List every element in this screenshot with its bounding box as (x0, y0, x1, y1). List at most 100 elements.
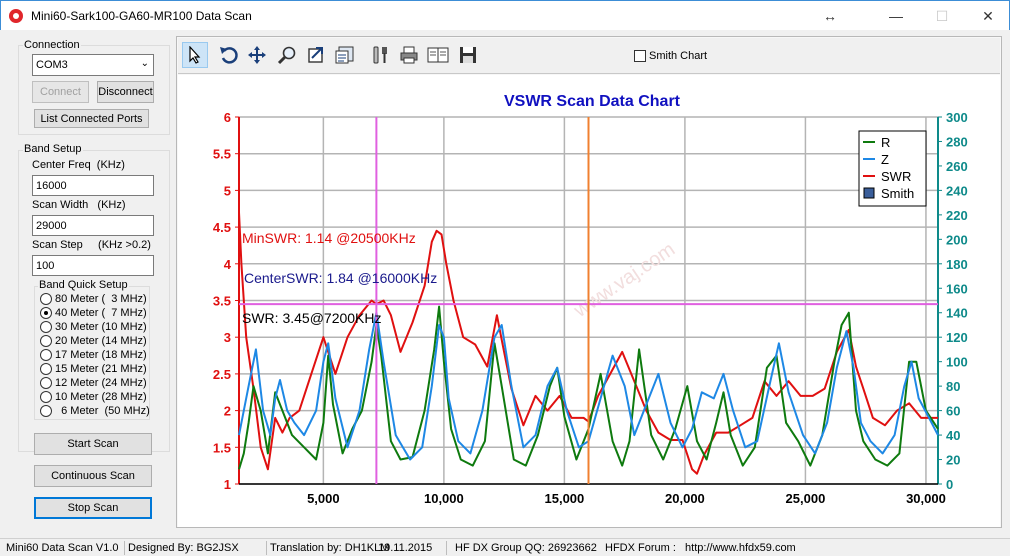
y-left-tick-label: 4.5 (213, 220, 231, 235)
tools-icon[interactable] (368, 42, 394, 68)
y-right-tick-label: 280 (946, 134, 968, 149)
y-left-tick-label: 5 (224, 183, 231, 198)
properties-icon[interactable] (332, 42, 358, 68)
y-right-tick-label: 160 (946, 281, 968, 296)
radio-button[interactable] (40, 321, 52, 333)
status-separator (124, 541, 125, 555)
band-setup-title: Band Setup (23, 143, 83, 155)
start-scan-button[interactable]: Start Scan (34, 433, 152, 455)
radio-button[interactable] (40, 405, 52, 417)
radio-button[interactable] (40, 307, 52, 319)
series-line-z (238, 311, 939, 461)
left-panel: Connection COM3 ⌄ Connect Disconnect Lis… (0, 30, 176, 538)
print-preview-icon[interactable] (425, 42, 451, 68)
band-radio[interactable]: 17 Meter (18 MHz) (40, 348, 147, 362)
x-tick-label: 20,000 (665, 491, 705, 506)
port-select[interactable]: COM3 ⌄ (32, 54, 154, 76)
y-right-tick-label: 60 (946, 404, 960, 419)
y-right-tick-label: 180 (946, 257, 968, 272)
export-icon[interactable] (303, 42, 329, 68)
legend-label: SWR (881, 169, 911, 184)
y-left-tick-label: 3.5 (213, 294, 231, 309)
y-left-tick-label: 2 (224, 404, 231, 419)
band-radio-label: 30 Meter (10 MHz) (55, 321, 147, 333)
pan-icon[interactable] (244, 42, 270, 68)
scan-step-input[interactable]: 100 (32, 255, 154, 276)
y-right-tick-label: 80 (946, 379, 960, 394)
pointer-icon[interactable] (182, 42, 208, 68)
band-radio-label: 10 Meter (28 MHz) (55, 391, 147, 403)
status-forum: HFDX Forum : http://www.hfdx59.com (605, 542, 796, 554)
band-radio[interactable]: 15 Meter (21 MHz) (40, 362, 147, 376)
connect-button[interactable]: Connect (32, 81, 89, 103)
radio-button[interactable] (40, 377, 52, 389)
zoom-icon[interactable] (274, 42, 300, 68)
connection-group-title: Connection (23, 39, 81, 51)
radio-button[interactable] (40, 391, 52, 403)
band-radio[interactable]: 12 Meter (24 MHz) (40, 376, 147, 390)
disconnect-button[interactable]: Disconnect (97, 81, 154, 103)
y-left-tick-label: 1 (224, 477, 231, 492)
band-radio[interactable]: 40 Meter ( 7 MHz) (40, 306, 147, 320)
minimize-button[interactable]: — (889, 8, 903, 24)
status-separator (446, 541, 447, 555)
center-freq-label: Center Freq (KHz) (32, 159, 125, 171)
radio-button[interactable] (40, 293, 52, 305)
radio-button[interactable] (40, 363, 52, 375)
band-radio-label: 15 Meter (21 MHz) (55, 363, 147, 375)
scan-width-input[interactable]: 29000 (32, 215, 154, 236)
smith-chart-checkbox[interactable]: Smith Chart (634, 50, 707, 62)
x-tick-label: 10,000 (424, 491, 464, 506)
status-designer: Designed By: BG2JSX (128, 542, 239, 554)
y-right-tick-label: 120 (946, 330, 968, 345)
chart-area: VSWR Scan Data Chart 1 1.5 2 2.5 3 3.5 4 4.5 5 5.5… (178, 75, 1000, 527)
y-left-tick-label: 2.5 (213, 367, 231, 382)
continuous-scan-button[interactable]: Continuous Scan (34, 465, 152, 487)
band-radio[interactable]: 6 Meter (50 MHz) (40, 404, 150, 418)
band-quick-title: Band Quick Setup (38, 279, 129, 291)
chevron-down-icon: ⌄ (140, 58, 149, 69)
save-icon[interactable] (455, 42, 481, 68)
min-swr-annotation: MinSWR: 1.14 @20500KHz (242, 230, 416, 246)
status-bar: Mini60 Data Scan V1.0 Designed By: BG2JS… (0, 538, 1010, 556)
x-tick-label: 5,000 (307, 491, 340, 506)
radio-button[interactable] (40, 349, 52, 361)
stop-scan-button[interactable]: Stop Scan (34, 497, 152, 519)
scan-step-label: Scan Step (KHz >0.2) (32, 239, 151, 251)
center-freq-input[interactable]: 16000 (32, 175, 154, 196)
y-right-tick-label: 100 (946, 355, 968, 370)
legend-label: R (881, 135, 890, 150)
y-left-tick-label: 5.5 (213, 147, 231, 162)
print-icon[interactable] (396, 42, 422, 68)
legend-label: Smith (881, 186, 914, 201)
band-radio-label: 80 Meter ( 3 MHz) (55, 293, 147, 305)
list-ports-button[interactable]: List Connected Ports (34, 109, 149, 128)
connection-group (18, 45, 170, 135)
smith-checkbox-box[interactable] (634, 50, 646, 62)
x-tick-label: 30,000 (906, 491, 946, 506)
status-group: HF DX Group QQ: 26923662 (455, 542, 597, 554)
vswr-chart: VSWR Scan Data Chart 1 1.5 2 2.5 3 3.5 4 4.5 5 5.5… (213, 93, 968, 506)
resize-icon[interactable]: ↔ (823, 8, 837, 24)
series-line-swr (238, 212, 938, 475)
chart-panel: Smith Chart VSWR Scan Data Chart 1 1.5 2 2.5… (176, 36, 1002, 528)
maximize-button[interactable]: ☐ (935, 8, 949, 24)
y-left-tick-label: 4 (224, 257, 232, 272)
x-tick-label: 25,000 (786, 491, 826, 506)
y-right-tick-label: 300 (946, 110, 968, 125)
legend-label: Z (881, 152, 889, 167)
status-date: 19.11.2015 (378, 542, 433, 554)
port-value: COM3 (36, 59, 68, 71)
radio-button[interactable] (40, 335, 52, 347)
band-radio-label: 6 Meter (50 MHz) (55, 405, 150, 417)
close-button[interactable]: ✕ (982, 8, 994, 24)
undo-icon[interactable] (216, 42, 242, 68)
band-radio[interactable]: 30 Meter (10 MHz) (40, 320, 147, 334)
center-swr-annotation: CenterSWR: 1.84 @16000KHz (244, 270, 437, 286)
band-radio-label: 12 Meter (24 MHz) (55, 377, 147, 389)
y-right-tick-label: 220 (946, 208, 968, 223)
band-radio[interactable]: 10 Meter (28 MHz) (40, 390, 147, 404)
band-radio[interactable]: 80 Meter ( 3 MHz) (40, 292, 147, 306)
y-left-tick-label: 1.5 (213, 440, 231, 455)
band-radio[interactable]: 20 Meter (14 MHz) (40, 334, 147, 348)
